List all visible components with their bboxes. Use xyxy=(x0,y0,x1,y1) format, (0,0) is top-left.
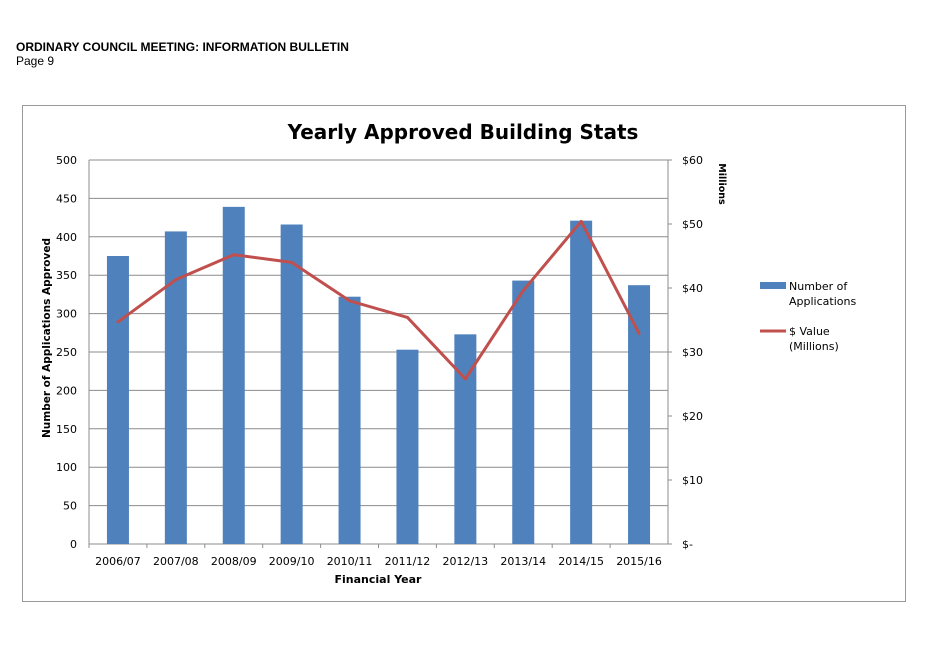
y-tick-label: 400 xyxy=(56,231,77,244)
x-tick-label: 2006/07 xyxy=(95,555,141,568)
y-tick-label: 450 xyxy=(56,192,77,205)
x-tick-label: 2009/10 xyxy=(269,555,315,568)
bar xyxy=(280,224,303,544)
x-tick-label: 2010/11 xyxy=(327,555,373,568)
y2-axis-label: Millions xyxy=(716,163,727,205)
line-point xyxy=(579,219,583,223)
y-tick-label: 50 xyxy=(63,500,77,513)
line-point xyxy=(637,331,641,335)
y-tick-label: 150 xyxy=(56,423,77,436)
line-point xyxy=(232,253,236,257)
bar xyxy=(512,280,535,544)
legend-label-applications: Applications xyxy=(789,295,856,308)
bar xyxy=(164,231,187,544)
x-tick-label: 2011/12 xyxy=(385,555,431,568)
line-point xyxy=(521,289,525,293)
y-tick-label: 500 xyxy=(56,154,77,167)
x-tick-label: 2013/14 xyxy=(500,555,546,568)
chart-frame: Yearly Approved Building Stats Financial… xyxy=(22,105,906,602)
y-axis-label: Number of Applications Approved xyxy=(41,238,53,438)
line-point xyxy=(174,278,178,282)
legend-label-value: $ Value xyxy=(789,325,830,338)
y2-tick-label: $10 xyxy=(682,474,703,487)
document-title: ORDINARY COUNCIL MEETING: INFORMATION BU… xyxy=(16,40,349,54)
y2-tick-label: $40 xyxy=(682,282,703,295)
line-point xyxy=(116,320,120,324)
bar xyxy=(222,206,245,544)
y-tick-label: 200 xyxy=(56,384,77,397)
chart-title: Yearly Approved Building Stats xyxy=(287,120,639,144)
chart: Yearly Approved Building Stats Financial… xyxy=(41,120,856,586)
y2-tick-label: $20 xyxy=(682,410,703,423)
x-tick-label: 2012/13 xyxy=(442,555,488,568)
y-tick-label: 250 xyxy=(56,346,77,359)
line-point xyxy=(290,260,294,264)
bar xyxy=(338,296,361,544)
bar xyxy=(454,334,477,544)
legend-swatch-applications xyxy=(760,282,786,289)
x-tick-label: 2015/16 xyxy=(616,555,662,568)
x-tick-label: 2007/08 xyxy=(153,555,199,568)
line-point xyxy=(405,315,409,319)
bar xyxy=(396,349,419,544)
document-header: ORDINARY COUNCIL MEETING: INFORMATION BU… xyxy=(16,40,349,68)
y2-tick-label: $50 xyxy=(682,218,703,231)
page-number: Page 9 xyxy=(16,54,55,68)
y2-tick-label: $60 xyxy=(682,154,703,167)
y-tick-label: 100 xyxy=(56,461,77,474)
y2-tick-label: $30 xyxy=(682,346,703,359)
line-point xyxy=(348,299,352,303)
value-line xyxy=(117,219,641,381)
line-point xyxy=(463,377,467,381)
y2-tick-label: $- xyxy=(682,538,693,551)
y-tick-label: 350 xyxy=(56,269,77,282)
y-tick-label: 300 xyxy=(56,308,77,321)
x-tick-label: 2014/15 xyxy=(558,555,604,568)
y-tick-label: 0 xyxy=(70,538,77,551)
bar xyxy=(628,285,651,544)
bar xyxy=(570,220,593,544)
legend-label-applications: Number of xyxy=(789,280,848,293)
legend-label-value: (Millions) xyxy=(789,340,839,353)
x-tick-label: 2008/09 xyxy=(211,555,257,568)
x-axis-label: Financial Year xyxy=(335,573,423,586)
bar xyxy=(106,256,129,544)
